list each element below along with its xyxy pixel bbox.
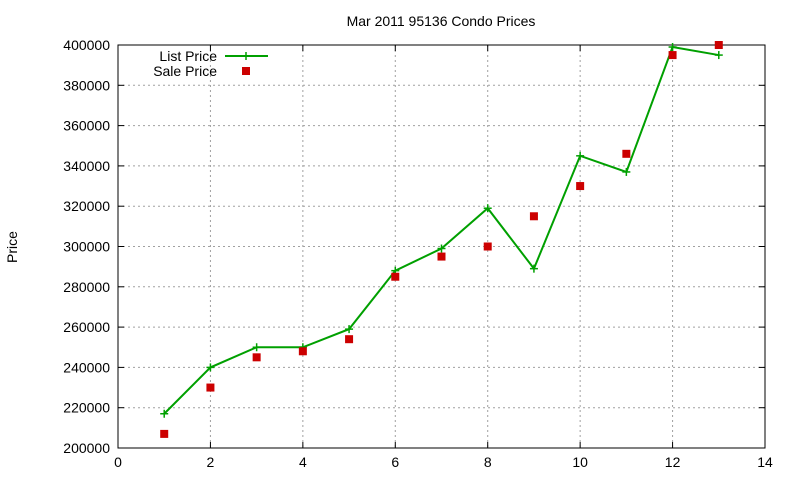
sale-price-point [298,347,307,356]
y-tick-label: 200000 [63,440,110,456]
sale-price-point [252,353,261,362]
y-tick-label: 400000 [63,37,110,53]
sale-price-point [576,182,585,191]
x-tick-label: 8 [484,454,492,470]
list-price-point [668,43,677,52]
x-tick-label: 12 [665,454,681,470]
x-tick-label: 4 [299,454,307,470]
list-price-point [252,343,261,352]
sale-price-point [206,383,215,392]
y-tick-label: 240000 [63,359,110,375]
list-price-point [206,363,215,372]
sale-price-point [714,41,723,49]
list-price-point [345,325,354,334]
list-price-point [622,167,631,176]
sale-price-point [668,51,677,60]
y-tick-label: 280000 [63,279,110,295]
y-tick-label: 340000 [63,158,110,174]
list-price-line [163,45,719,415]
list-price-point [483,204,492,213]
y-tick-label: 300000 [63,239,110,255]
x-tick-label: 2 [207,454,215,470]
chart-title: Mar 2011 95136 Condo Prices [347,13,536,29]
y-tick-label: 220000 [63,400,110,416]
sale-price-point [437,252,446,261]
y-tick-label: 260000 [63,319,110,335]
series-sale-price [160,41,723,438]
sale-price-point [529,212,538,221]
x-tick-label: 14 [757,454,773,470]
list-price-point [529,264,538,273]
y-tick-label: 360000 [63,118,110,134]
list-price-point [437,244,446,253]
x-tick-label: 0 [114,454,122,470]
list-price-point [714,51,723,60]
legend-cross-swatch [242,52,250,60]
series [160,41,723,438]
sale-price-point [483,242,492,251]
legend-square-swatch [242,67,250,75]
list-price-point [160,409,169,418]
list-price-point [576,151,585,160]
x-tick-label: 10 [572,454,588,470]
sale-price-point [160,429,169,438]
x-tick-label: 6 [391,454,399,470]
y-tick-label: 320000 [63,198,110,214]
axis-ticks: 0 2 4 6 8 10 12 14 200000 220000 240000 260000 28000… [63,37,773,470]
legend-label: List Price [159,48,217,64]
sale-price-point [391,272,400,281]
y-axis-label: Price [4,231,20,263]
sale-price-point [622,149,631,158]
y-tick-label: 380000 [63,77,110,93]
series-list-price [160,43,723,418]
sale-price-point [345,335,354,344]
legend-label: Sale Price [153,63,217,79]
